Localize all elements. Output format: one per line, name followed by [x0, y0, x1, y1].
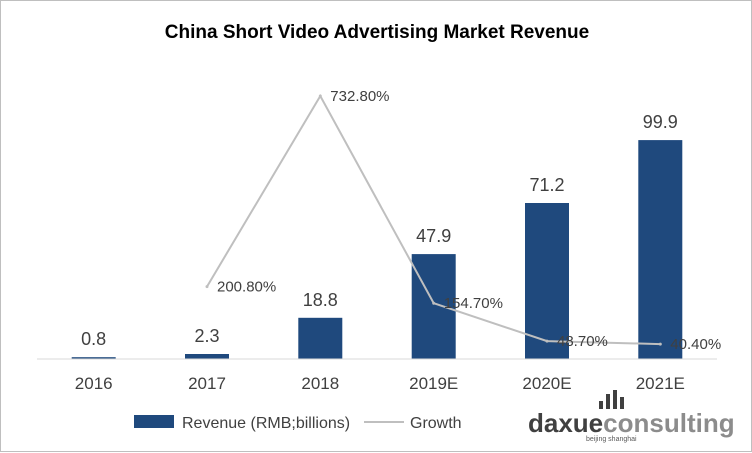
bars-layer [71, 140, 683, 359]
bar-2020E [525, 203, 569, 359]
growth-point-2017 [205, 285, 209, 289]
bar-label-2021E: 99.9 [643, 112, 678, 132]
growth-point-2020E [545, 339, 549, 343]
growth-label-2021E: 40.40% [670, 336, 721, 353]
bar-label-2020E: 71.2 [529, 175, 564, 195]
bar-label-2019E: 47.9 [416, 226, 451, 246]
legend: Revenue (RMB;billions) Growth [134, 415, 462, 432]
labels-layer: 0.8 2.3 18.8 47.9 71.2 99.9 200.80% 732.80% 154.… [81, 88, 721, 353]
bar-label-2016: 0.8 [81, 329, 106, 349]
watermark-subtext: beijing shanghai [586, 436, 637, 443]
bar-label-2017: 2.3 [194, 326, 219, 346]
bar-2016 [71, 357, 116, 359]
bar-2017 [185, 354, 229, 359]
growth-point-2021E [658, 342, 662, 346]
bar-2021E [638, 140, 683, 359]
x-tick-2020E: 2020E [522, 374, 571, 393]
bar-label-2018: 18.8 [303, 290, 338, 310]
x-tick-2017: 2017 [188, 374, 226, 393]
chart-title: China Short Video Advertising Market Rev… [165, 22, 589, 43]
logo-bar-1 [599, 401, 603, 409]
x-tick-2018: 2018 [301, 374, 339, 393]
growth-line-layer [205, 93, 662, 346]
bar-2018 [298, 317, 343, 359]
legend-label-growth: Growth [410, 415, 462, 432]
legend-swatch-revenue [134, 415, 174, 428]
growth-label-2017: 200.80% [217, 279, 276, 296]
watermark-text: daxueconsulting [528, 408, 735, 438]
growth-label-2019E: 154.70% [444, 295, 503, 312]
growth-point-2019E [432, 301, 436, 305]
logo-bar-4 [620, 397, 624, 409]
x-tick-2019E: 2019E [409, 374, 458, 393]
x-tick-2021E: 2021E [636, 374, 685, 393]
watermark-logo: daxueconsulting beijing shanghai [528, 390, 735, 443]
logo-bar-3 [613, 390, 617, 409]
growth-label-2020E: 48.70% [557, 333, 608, 350]
x-tick-2016: 2016 [75, 374, 113, 393]
logo-bar-2 [606, 394, 610, 409]
growth-label-2018: 732.80% [330, 88, 389, 105]
growth-point-2018 [318, 94, 322, 98]
x-tick-labels: 2016 2017 2018 2019E 2020E 2021E [75, 374, 685, 393]
legend-label-revenue: Revenue (RMB;billions) [182, 415, 350, 432]
bar-2019E [411, 254, 456, 359]
